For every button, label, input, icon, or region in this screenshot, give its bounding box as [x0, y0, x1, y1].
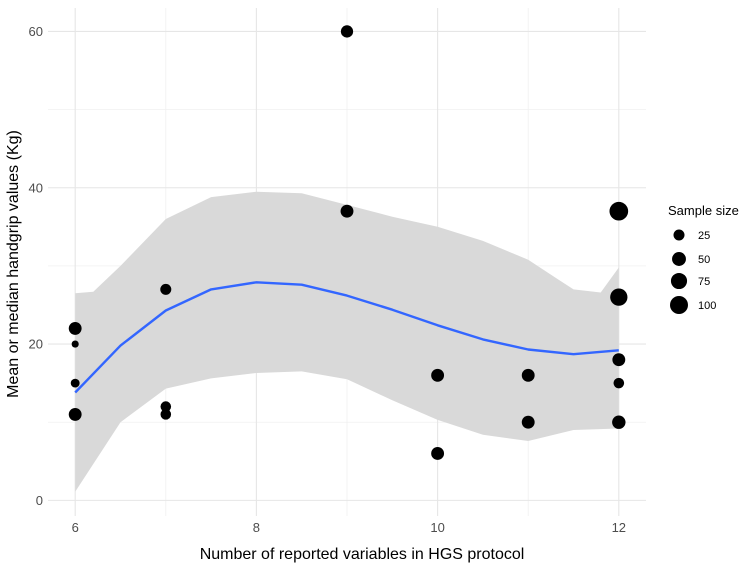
data-point	[70, 378, 80, 388]
data-point	[612, 415, 626, 429]
x-axis-title: Number of reported variables in HGS prot…	[200, 546, 525, 563]
data-point	[340, 204, 354, 218]
confidence-band	[75, 191, 619, 492]
y-tick-label: 0	[36, 493, 43, 508]
y-axis-title: Mean or median handgrip values (Kg)	[5, 130, 22, 398]
legend-key	[670, 296, 688, 314]
legend-label: 25	[698, 230, 710, 242]
y-tick-label: 60	[29, 24, 43, 39]
legend-key	[670, 272, 688, 290]
data-point	[612, 353, 626, 367]
legend-label: 100	[698, 300, 716, 312]
data-point	[431, 368, 445, 382]
y-tick-label: 40	[29, 180, 43, 195]
x-tick-labels: 6 8 10 12	[72, 520, 626, 535]
legend-key	[673, 229, 685, 241]
data-point	[613, 377, 625, 389]
data-point	[71, 340, 79, 348]
points-layer	[68, 25, 629, 460]
legend: Sample size 25 50 75 100	[668, 203, 739, 314]
x-tick-label: 10	[430, 520, 444, 535]
data-point	[340, 25, 354, 38]
data-point	[609, 201, 629, 221]
y-tick-labels: 0 20 40 60	[29, 24, 43, 508]
x-tick-label: 8	[253, 520, 260, 535]
data-point	[160, 409, 172, 420]
confidence-band-layer	[75, 191, 619, 492]
smooth-line-layer	[74, 281, 619, 394]
legend-entries: 25 50 75 100	[670, 229, 716, 314]
x-tick-label: 12	[612, 520, 626, 535]
legend-label: 75	[698, 276, 710, 288]
data-point	[68, 322, 82, 335]
legend-label: 50	[698, 254, 710, 266]
y-tick-label: 20	[29, 337, 43, 352]
legend-title: Sample size	[668, 203, 739, 218]
legend-key	[672, 252, 686, 266]
data-point	[521, 368, 535, 382]
data-point	[610, 288, 628, 306]
data-point	[431, 447, 445, 460]
data-point	[68, 407, 82, 421]
x-tick-label: 6	[72, 520, 79, 535]
data-point	[521, 415, 535, 429]
smooth-line	[74, 281, 619, 394]
data-point	[160, 283, 172, 295]
data-point	[160, 401, 172, 412]
